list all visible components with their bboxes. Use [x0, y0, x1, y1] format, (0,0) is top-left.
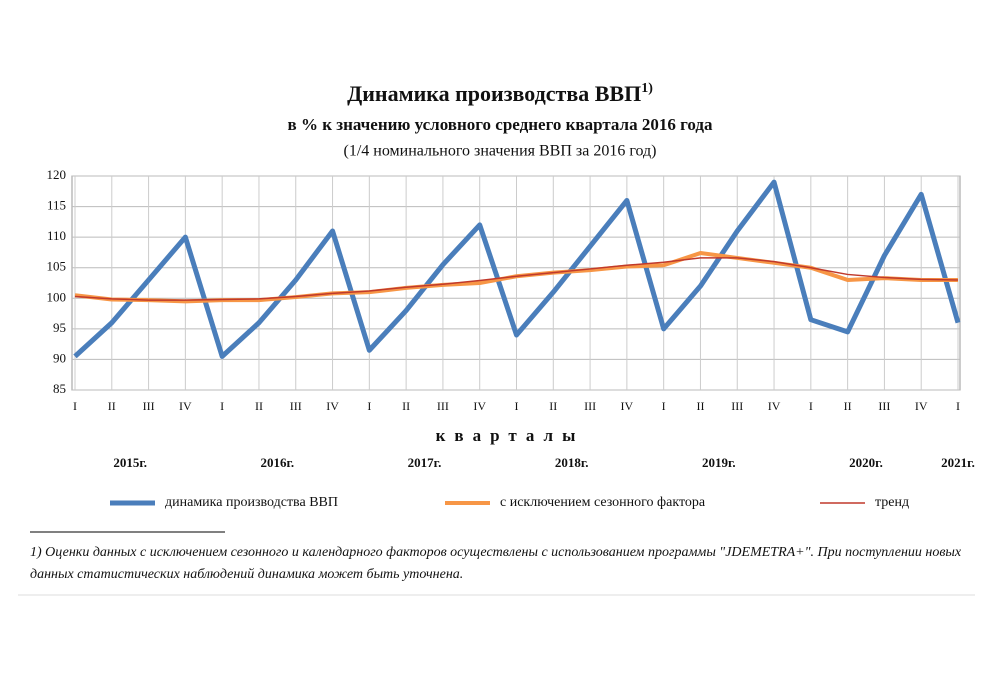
x-tick-label: I [809, 399, 813, 413]
y-tick-label: 95 [53, 320, 66, 335]
x-tick-label: I [220, 399, 224, 413]
x-tick-label: III [731, 399, 743, 413]
year-label: 2020г. [849, 455, 883, 470]
y-tick-label: 110 [47, 228, 66, 243]
y-tick-label: 90 [53, 350, 66, 365]
legend-label: с исключением сезонного фактора [500, 495, 706, 510]
x-tick-label: II [255, 399, 263, 413]
subtitle-2: (1/4 номинального значения ВВП за 2016 г… [344, 143, 657, 160]
title-note: 1) [641, 81, 653, 96]
x-tick-label: I [956, 399, 960, 413]
year-label: 2019г. [702, 455, 736, 470]
series-line [74, 257, 959, 301]
x-tick-label: IV [326, 399, 339, 413]
x-tick-label: II [844, 399, 852, 413]
year-label: 2021г. [941, 455, 975, 470]
x-tick-label: II [402, 399, 410, 413]
subtitle: в % к значению условного среднего кварта… [288, 115, 713, 134]
x-tick-label: IV [768, 399, 781, 413]
x-tick-label: I [662, 399, 666, 413]
x-tick-label: III [878, 399, 890, 413]
series-line [73, 179, 961, 359]
year-label: 2018г. [555, 455, 589, 470]
x-tick-label: II [696, 399, 704, 413]
x-tick-label: IV [179, 399, 192, 413]
legend-label: тренд [875, 495, 909, 510]
x-axis-label: кварталы [436, 426, 585, 445]
year-label: 2015г. [113, 455, 147, 470]
legend-label: динамика производства ВВП [165, 495, 338, 510]
x-tick-label: IV [621, 399, 634, 413]
x-tick-label: I [367, 399, 371, 413]
y-tick-label: 105 [47, 259, 67, 274]
title-text: Динамика производства ВВП [347, 81, 641, 106]
year-label: 2016г. [261, 455, 295, 470]
x-tick-label: I [73, 399, 77, 413]
x-tick-label: IV [915, 399, 928, 413]
x-tick-label: III [143, 399, 155, 413]
x-tick-label: III [290, 399, 302, 413]
y-tick-label: 115 [47, 198, 66, 213]
year-label: 2017г. [408, 455, 442, 470]
x-tick-label: IV [473, 399, 486, 413]
x-tick-label: I [515, 399, 519, 413]
x-tick-label: III [584, 399, 596, 413]
y-tick-label: 120 [47, 167, 67, 182]
x-tick-label: II [108, 399, 116, 413]
x-tick-label: II [549, 399, 557, 413]
x-tick-label: III [437, 399, 449, 413]
y-tick-label: 100 [47, 289, 67, 304]
chart-title: Динамика производства ВВП1) [347, 81, 653, 106]
y-tick-label: 85 [53, 381, 66, 396]
footnote: 1) Оценки данных с исключением сезонного… [30, 545, 962, 582]
